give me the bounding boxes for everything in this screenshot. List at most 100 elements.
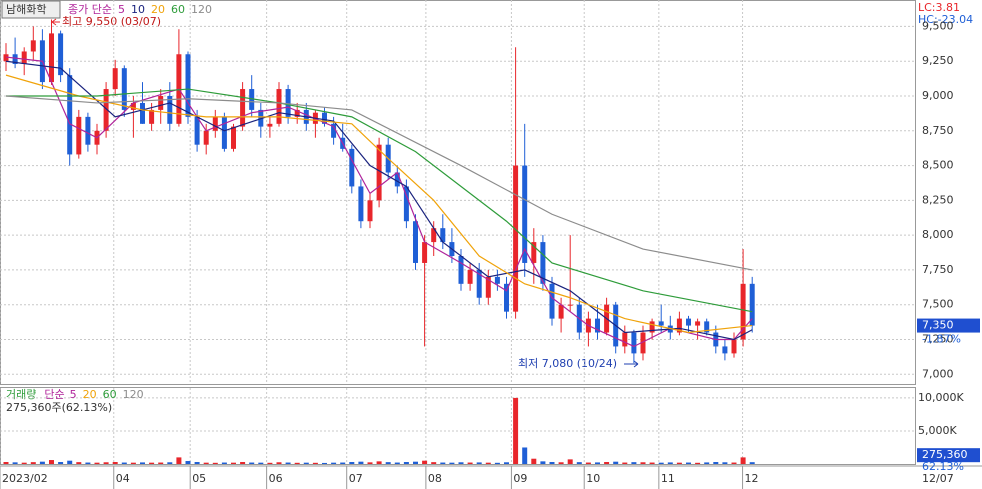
volume-bar — [67, 460, 73, 464]
change: -1.87% — [922, 333, 961, 346]
candle-body — [494, 276, 500, 284]
candle-body — [522, 165, 528, 263]
candle-body — [103, 89, 109, 131]
candle-body — [413, 221, 418, 263]
low-note: 최저 7,080 (10/24) — [518, 357, 617, 370]
x-tick-label: 2023/02 — [2, 472, 48, 485]
volume-bar — [622, 462, 628, 464]
candle-body — [567, 304, 573, 306]
candle-body — [30, 40, 36, 52]
high-arrow — [51, 18, 60, 26]
volume-bar — [394, 462, 400, 464]
y-tick-label: 9,250 — [922, 54, 954, 67]
candle-body — [403, 186, 409, 222]
volume-bar — [49, 460, 54, 464]
candle-body — [331, 123, 337, 138]
volume-bar — [558, 462, 564, 464]
volume-bar — [185, 461, 191, 464]
volume-bar — [403, 462, 409, 464]
volume-bar — [676, 462, 682, 464]
ma-line — [5, 56, 753, 348]
volume-bar — [431, 462, 437, 464]
candle-body — [467, 269, 473, 284]
candle-body — [458, 256, 464, 284]
volume-bar — [30, 462, 36, 464]
volume-bar — [686, 462, 691, 464]
volume-bar — [522, 447, 528, 464]
volume-label: 거래량 — [6, 388, 36, 401]
volume-bar — [112, 462, 118, 464]
volume-bar — [513, 397, 519, 464]
volume-bar — [349, 462, 355, 464]
candle-body — [676, 318, 682, 333]
candle-body — [640, 332, 646, 354]
volume-bar — [322, 462, 327, 464]
stock-box — [1, 0, 61, 19]
ma-line — [6, 88, 753, 313]
low-arrow — [624, 360, 639, 368]
volume-bar — [531, 458, 537, 464]
volume-bar — [413, 461, 418, 464]
volume-bar — [149, 462, 155, 464]
x-tick-label: 11 — [661, 472, 675, 485]
volume-bar — [385, 462, 391, 464]
volume-bar — [176, 457, 182, 464]
volume-bar — [58, 462, 64, 464]
y-tick-label: 7,750 — [922, 263, 954, 276]
volume-current: 275,360 — [922, 448, 968, 461]
volume-bar — [376, 461, 382, 464]
y-tick-label: 9,000 — [922, 89, 954, 102]
legend-label: 종가 단순 — [68, 3, 112, 16]
volume-bar — [704, 462, 710, 464]
volume-bar — [312, 462, 318, 464]
volume-bar — [722, 462, 728, 464]
y-tick-label: 8,250 — [922, 193, 954, 206]
candle-body — [504, 283, 509, 312]
x-tick-label: 05 — [192, 472, 206, 485]
candle-body — [158, 96, 164, 110]
candle-body — [240, 89, 246, 127]
candle-body — [21, 51, 27, 64]
legend-entry: 120 — [123, 388, 144, 401]
candle-body — [349, 148, 355, 187]
volume-bar — [613, 461, 619, 464]
volume-bar — [567, 459, 573, 464]
candle-body — [3, 54, 9, 62]
last-date: 12/07 — [922, 472, 954, 485]
y-tick-label: 10,000K — [918, 391, 964, 404]
candle-body — [203, 130, 209, 145]
volume-bar — [276, 462, 282, 464]
volume-bar — [713, 462, 719, 464]
volume-legend-label: 단순 — [44, 388, 64, 401]
volume-bar — [358, 461, 364, 464]
y-tick-label: 7,000 — [922, 367, 954, 380]
volume-bar — [231, 462, 236, 464]
candle-body — [185, 54, 191, 117]
stock-name: 남해화학 — [6, 2, 46, 16]
volume-bar — [576, 462, 582, 464]
legend-entry: 20 — [83, 388, 97, 401]
candle-body — [722, 346, 728, 354]
y-tick-label: 8,500 — [922, 159, 954, 172]
candle-body — [431, 228, 437, 243]
volume-bar — [695, 462, 701, 464]
candle-body — [285, 89, 291, 117]
candle-body — [85, 116, 91, 145]
price-panel — [0, 0, 916, 385]
x-tick-label: 06 — [269, 472, 283, 485]
candle-body — [749, 283, 755, 326]
candle-body — [58, 33, 64, 76]
volume-bar — [94, 462, 100, 464]
price-label: 7,350 — [922, 319, 954, 332]
volume-bar — [3, 462, 9, 464]
volume-bar — [294, 462, 300, 464]
candle-body — [267, 123, 273, 127]
volume-bar — [658, 462, 664, 464]
candle-body — [249, 89, 255, 110]
candle-body — [130, 102, 136, 110]
volume-bar — [267, 462, 273, 464]
candle-body — [622, 332, 628, 347]
candle-body — [631, 332, 637, 354]
legend-entry: 60 — [103, 388, 117, 401]
candle-body — [376, 144, 382, 201]
